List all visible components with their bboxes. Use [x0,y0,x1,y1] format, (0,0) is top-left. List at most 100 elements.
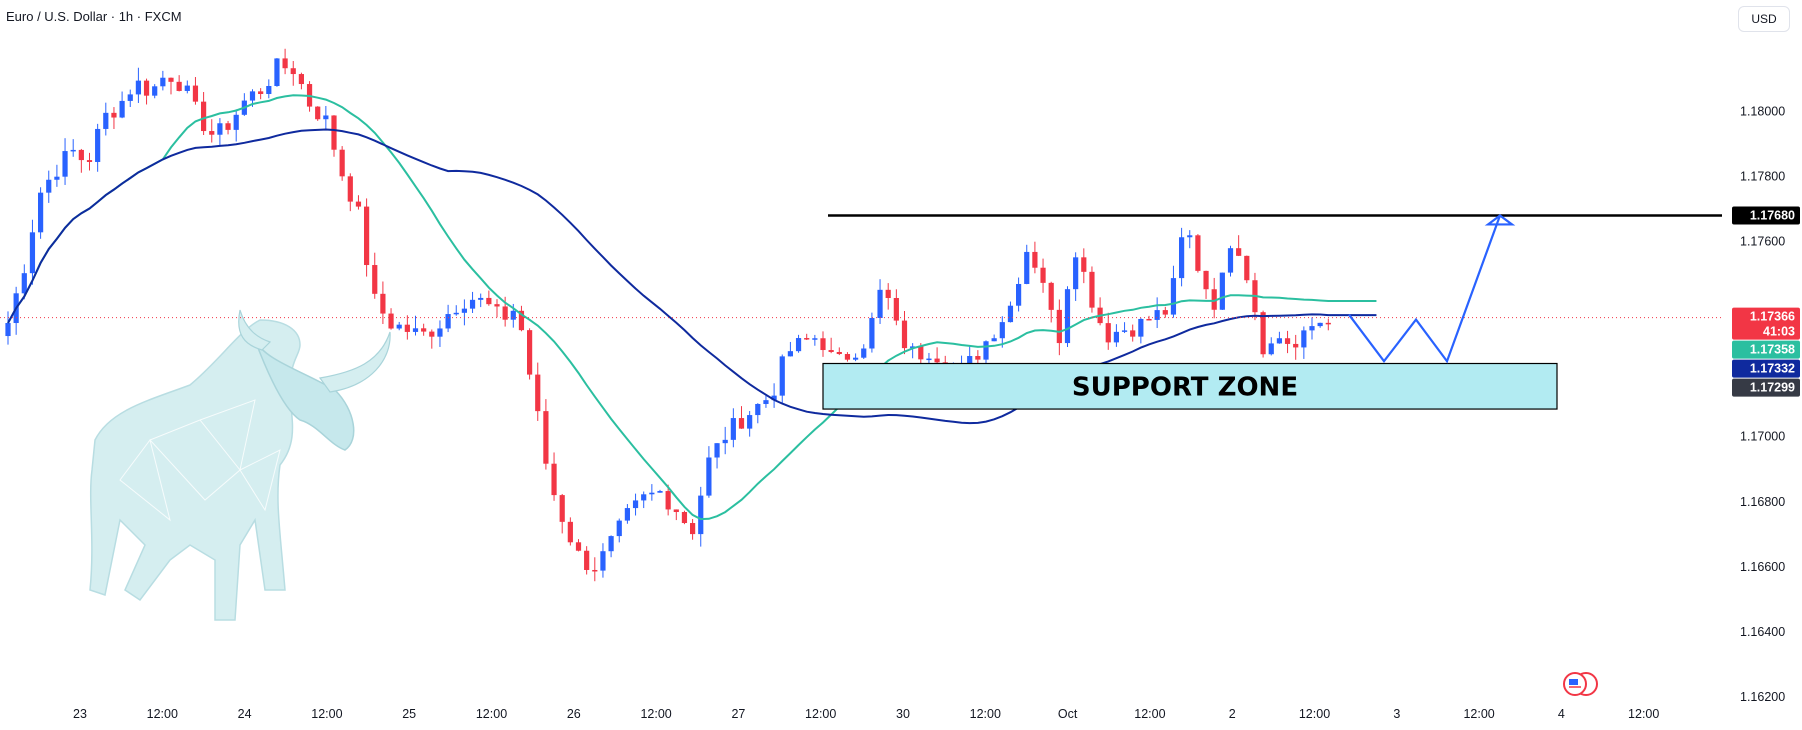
candle [999,316,1005,348]
candle [844,352,851,362]
candle [575,539,582,552]
x-tick-label: 12:00 [1628,707,1659,721]
x-tick-label: 24 [238,707,252,721]
candle [559,493,565,534]
candle [730,408,736,448]
svg-text:41:03: 41:03 [1763,325,1795,339]
currency-selector[interactable]: USD [1738,6,1790,32]
candle [364,198,370,277]
price-label: 1.17332 [1732,359,1800,378]
candle [404,315,410,340]
candle [1268,337,1274,356]
x-tick-label: 12:00 [311,707,342,721]
candle [1113,324,1119,347]
candle [38,187,44,239]
candle [225,120,231,135]
candle [649,484,655,501]
candle [518,305,525,332]
candle [543,399,549,470]
candle [1097,297,1103,326]
price-axis[interactable]: 1.180001.178001.176001.172001.170001.168… [1740,104,1785,704]
candle [78,148,84,173]
candle [1317,322,1323,328]
candle [1146,315,1152,321]
support-zone[interactable] [822,362,1558,410]
bull-horn-right [318,331,391,393]
candle [290,61,296,86]
candle [282,48,288,75]
candle [681,510,688,525]
x-tick-label: 12:00 [640,707,671,721]
candle [779,354,785,405]
candle [380,281,386,325]
candle [795,334,802,353]
y-tick-label: 1.16800 [1740,495,1785,509]
x-tick-label: 30 [896,707,910,721]
candle [135,67,141,103]
candle [1293,334,1299,360]
candle [266,79,272,99]
candle [616,518,622,543]
time-axis[interactable]: 23 12:00 24 12:00 25 12:00 26 12:00 27 12:00 30 12:… [73,707,1659,721]
x-tick-label: 12:00 [476,707,507,721]
candle [347,173,353,212]
candle [437,320,443,347]
candle [893,289,899,326]
candle [1276,331,1282,344]
candle [461,299,467,326]
candle [323,105,329,131]
candle [412,315,419,336]
candle [1024,244,1030,285]
candle [1170,265,1177,318]
x-tick-label: 25 [402,707,416,721]
candle [1203,270,1209,299]
x-tick-label: 3 [1393,707,1400,721]
svg-text:1.17332: 1.17332 [1750,362,1795,376]
candle [885,283,891,310]
candle [1048,281,1054,323]
candle [877,279,883,324]
y-tick-label: 1.16200 [1740,690,1785,704]
candle [421,323,427,336]
candle [143,78,150,105]
candle [1179,227,1185,287]
us-flag-icon[interactable] [1563,672,1598,696]
price-label: 1.17358 [1732,340,1800,359]
x-tick-label: 12:00 [1463,707,1494,721]
x-tick-label: 27 [731,707,745,721]
candle [1064,286,1071,347]
candle [1284,330,1291,354]
bull-horn-left [238,309,272,351]
candle [274,58,280,87]
candle [1219,272,1225,310]
candle [567,517,573,546]
candle [608,535,614,558]
candle [901,310,908,355]
x-tick-label: 12:00 [970,707,1001,721]
bull-facets [119,399,281,522]
candle [478,293,484,308]
x-tick-label: 26 [567,707,581,721]
svg-text:1.17366: 1.17366 [1750,310,1795,324]
candle [127,89,133,108]
candle [706,446,712,498]
candle [787,341,793,357]
bull-body [89,319,301,621]
support-zone-label: SUPPORT ZONE [1072,372,1298,402]
candle [551,452,557,501]
projection-path[interactable] [1348,215,1502,364]
candle [494,299,500,318]
candle [624,504,630,524]
candle [632,493,639,516]
candle [714,443,720,469]
candle [853,353,859,362]
candle [111,107,117,130]
candle [355,195,362,210]
candle [861,344,867,360]
candle [184,80,190,94]
candle [86,152,93,171]
candle [54,164,60,187]
candle [747,411,753,437]
